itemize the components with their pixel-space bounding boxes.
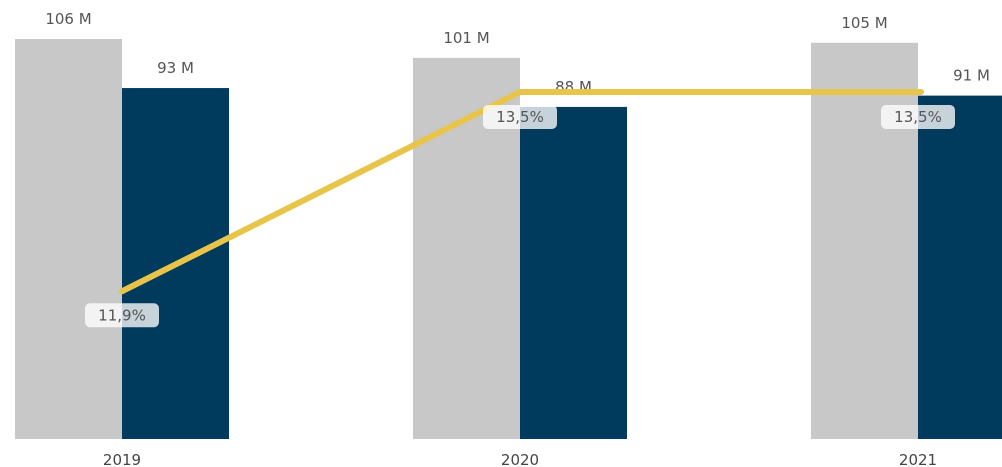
bar-label-2019-series-2: 93 M xyxy=(157,59,194,77)
x-tick-2020: 2020 xyxy=(501,451,539,467)
x-tick-2021: 2021 xyxy=(899,451,937,467)
line-layer: 11,9% 13,5% 13,5% xyxy=(85,89,955,328)
line-label-2020: 13,5% xyxy=(496,108,544,126)
bar-label-2021-series-2: 91 M xyxy=(953,67,990,85)
bar-label-2020-series-1: 101 M xyxy=(443,29,489,47)
bar-2019-series-1 xyxy=(15,39,122,439)
line-label-2019: 11,9% xyxy=(98,306,146,324)
line-label-bg-2020 xyxy=(483,105,557,129)
bars-layer xyxy=(15,39,1002,440)
bar-2021-series-2 xyxy=(918,95,1002,440)
bar-label-2019-series-1: 106 M xyxy=(45,10,91,28)
line-series xyxy=(119,89,924,295)
x-axis-ticks: 2019 2020 2021 xyxy=(103,451,937,467)
line-label-bg-2019 xyxy=(85,303,159,328)
line-label-2021: 13,5% xyxy=(894,108,942,126)
bar-2020-series-2 xyxy=(520,106,627,439)
bar-label-2021-series-1: 105 M xyxy=(841,14,887,32)
x-tick-2019: 2019 xyxy=(103,451,141,467)
line-label-bg-2021 xyxy=(881,105,955,129)
bar-2021-series-1 xyxy=(811,42,918,439)
